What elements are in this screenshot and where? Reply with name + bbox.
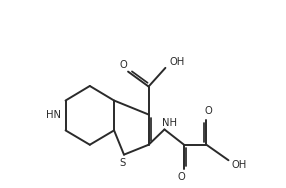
Text: S: S: [119, 158, 126, 168]
Text: O: O: [177, 172, 185, 182]
Text: NH: NH: [162, 118, 177, 128]
Text: O: O: [120, 60, 127, 70]
Text: HN: HN: [45, 111, 61, 121]
Text: O: O: [204, 106, 212, 116]
Text: OH: OH: [232, 160, 247, 170]
Text: OH: OH: [169, 57, 184, 67]
